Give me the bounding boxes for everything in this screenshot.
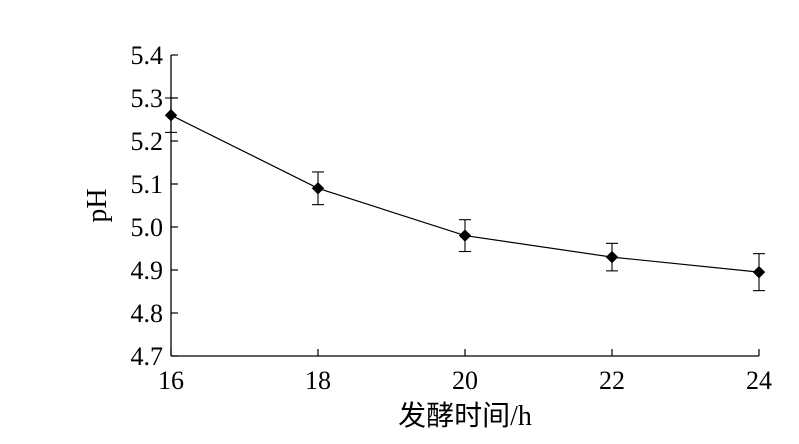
- x-tick-label-2: 20: [452, 366, 478, 395]
- x-tick-label-3: 22: [599, 366, 625, 395]
- y-tick-label-5: 5.2: [131, 127, 164, 156]
- y-tick-label-6: 5.3: [131, 84, 164, 113]
- data-point-2: [458, 229, 472, 242]
- data-point-3: [605, 250, 619, 264]
- axis-labels: pH 发酵时间/h: [82, 188, 532, 432]
- x-tick-label-4: 24: [746, 366, 772, 395]
- data-point-1: [311, 182, 325, 195]
- axes: 4.7 4.8 4.9 5.0 5.1 5.2 5.3 5.4 16 18 20 22 24: [131, 41, 773, 395]
- y-tick-label-4: 5.1: [131, 170, 164, 199]
- y-tick-label-7: 5.4: [131, 41, 164, 70]
- x-tick-label-1: 18: [305, 366, 331, 395]
- y-tick-label-3: 5.0: [131, 213, 164, 242]
- y-axis-title: pH: [82, 188, 113, 222]
- x-axis-title: 发酵时间/h: [398, 400, 532, 432]
- data-point-4: [752, 265, 766, 279]
- data-markers: [164, 108, 766, 279]
- error-bars: [165, 97, 765, 292]
- data-point-0: [164, 108, 178, 122]
- x-tick-label-0: 16: [158, 366, 184, 395]
- y-tick-label-2: 4.9: [131, 256, 164, 285]
- y-tick-label-1: 4.8: [131, 299, 164, 328]
- y-tick-label-0: 4.7: [131, 342, 164, 371]
